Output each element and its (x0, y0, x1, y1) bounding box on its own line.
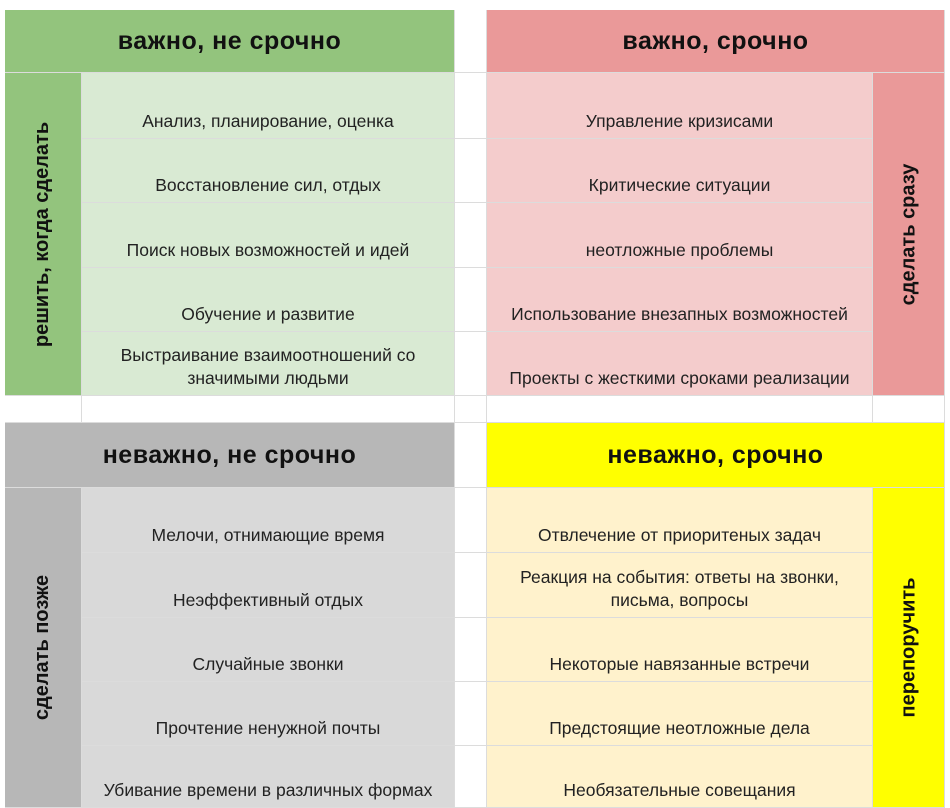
grid-cell[interactable] (455, 488, 487, 553)
task-cell[interactable]: Мелочи, отнимающие время (82, 488, 455, 553)
side-label: сделать позже (31, 574, 54, 721)
task-cell[interactable]: неотложные проблемы (487, 203, 873, 268)
side-label-important-urgent[interactable]: сделать сразу (873, 73, 945, 396)
quadrant-header-not-important-not-urgent[interactable]: неважно, не срочно (5, 423, 455, 488)
grid-cell[interactable] (455, 618, 487, 682)
quadrant-header-not-important-urgent[interactable]: неважно, срочно (487, 423, 945, 488)
task-cell[interactable]: Случайные звонки (82, 618, 455, 682)
grid-cell[interactable] (455, 396, 487, 423)
task-cell[interactable]: Выстраивание взаимоотношений со значимым… (82, 332, 455, 396)
task-cell[interactable]: Убивание времени в различных формах (82, 746, 455, 808)
task-cell[interactable]: Предстоящие неотложные дела (487, 682, 873, 746)
side-label: сделать сразу (897, 163, 920, 305)
grid-cell[interactable] (455, 73, 487, 139)
task-cell[interactable]: Восстановление сил, отдых (82, 139, 455, 203)
side-label-important-not-urgent[interactable]: решить, когда сделать (5, 73, 82, 396)
grid-cell[interactable] (873, 396, 945, 423)
task-cell[interactable]: Реакция на события: ответы на звонки, пи… (487, 553, 873, 618)
task-cell[interactable]: Неэффективный отдых (82, 553, 455, 618)
task-cell[interactable]: Обучение и развитие (82, 268, 455, 332)
grid-cell[interactable] (455, 682, 487, 746)
task-cell[interactable]: Управление кризисами (487, 73, 873, 139)
task-cell[interactable]: Необязательные совещания (487, 746, 873, 808)
task-cell[interactable]: Анализ, планирование, оценка (82, 73, 455, 139)
side-label: перепоручить (897, 577, 920, 718)
grid-cell[interactable] (455, 139, 487, 203)
quadrant-header-important-not-urgent[interactable]: важно, не срочно (5, 10, 455, 73)
grid-cell[interactable] (487, 396, 873, 423)
grid-cell[interactable] (455, 203, 487, 268)
grid-cell[interactable] (455, 268, 487, 332)
grid-cell[interactable] (455, 332, 487, 396)
grid-cell[interactable] (5, 396, 82, 423)
task-cell[interactable]: Прочтение ненужной почты (82, 682, 455, 746)
task-cell[interactable]: Использование внезапных возможностей (487, 268, 873, 332)
side-label: решить, когда сделать (31, 121, 54, 347)
task-cell[interactable]: Некоторые навязанные встречи (487, 618, 873, 682)
side-label-not-important-urgent[interactable]: перепоручить (873, 488, 945, 808)
task-cell[interactable]: Отвлечение от приоритеных задач (487, 488, 873, 553)
task-cell[interactable]: Проекты с жесткими сроками реализации (487, 332, 873, 396)
grid-cell[interactable] (455, 10, 487, 73)
quadrant-header-important-urgent[interactable]: важно, срочно (487, 10, 945, 73)
grid-cell[interactable] (455, 553, 487, 618)
grid-cell[interactable] (82, 396, 455, 423)
side-label-not-important-not-urgent[interactable]: сделать позже (5, 488, 82, 808)
grid-cell[interactable] (455, 746, 487, 808)
task-cell[interactable]: Поиск новых возможностей и идей (82, 203, 455, 268)
task-cell[interactable]: Критические ситуации (487, 139, 873, 203)
grid-cell[interactable] (455, 423, 487, 488)
